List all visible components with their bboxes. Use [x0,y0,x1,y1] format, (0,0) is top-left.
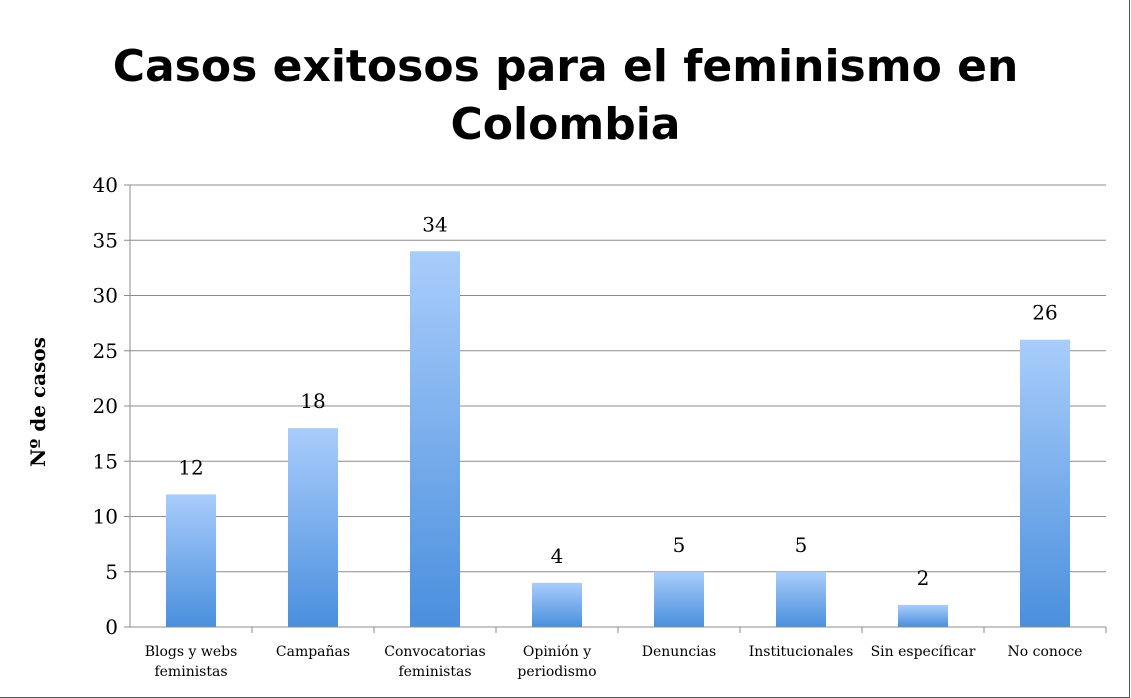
y-tick-label: 40 [93,173,118,197]
data-label: 26 [1032,301,1057,325]
chart-title-text: Casos exitosos para el feminismo en Colo… [112,41,1019,150]
y-tick-label: 30 [93,284,118,308]
category-label: Convocatorias feministas [384,644,485,680]
category-label: Blogs y webs feministas [145,644,238,680]
data-label: 5 [795,533,808,557]
bar [1020,339,1070,627]
y-tick-label: 35 [93,228,118,252]
data-label: 12 [178,455,203,479]
bar [898,604,948,627]
y-tick-label: 20 [93,394,118,418]
bar [166,494,216,627]
y-tick-label: 5 [105,560,118,584]
data-label: 18 [300,389,325,413]
bar [410,251,460,628]
category-label: Opinión y periodismo [517,644,596,680]
y-tick-label: 0 [105,615,118,639]
category-label: No conoce [1008,644,1083,660]
data-label: 34 [422,212,447,236]
bar [288,428,338,627]
bar [532,582,582,627]
data-label: 4 [551,544,564,568]
bar [776,571,826,627]
category-label: Sin específicar [871,644,976,660]
category-label: Campañas [276,644,350,660]
y-tick-label: 10 [93,505,118,529]
y-tick-label: 15 [93,449,118,473]
data-label: 5 [673,533,686,557]
chart-title: Casos exitosos para el feminismo en Colo… [0,38,1131,154]
category-label: Institucionales [749,644,854,660]
y-tick-label: 25 [93,339,118,363]
bar [654,571,704,627]
category-label: Denuncias [642,644,716,660]
data-label: 2 [917,566,930,590]
